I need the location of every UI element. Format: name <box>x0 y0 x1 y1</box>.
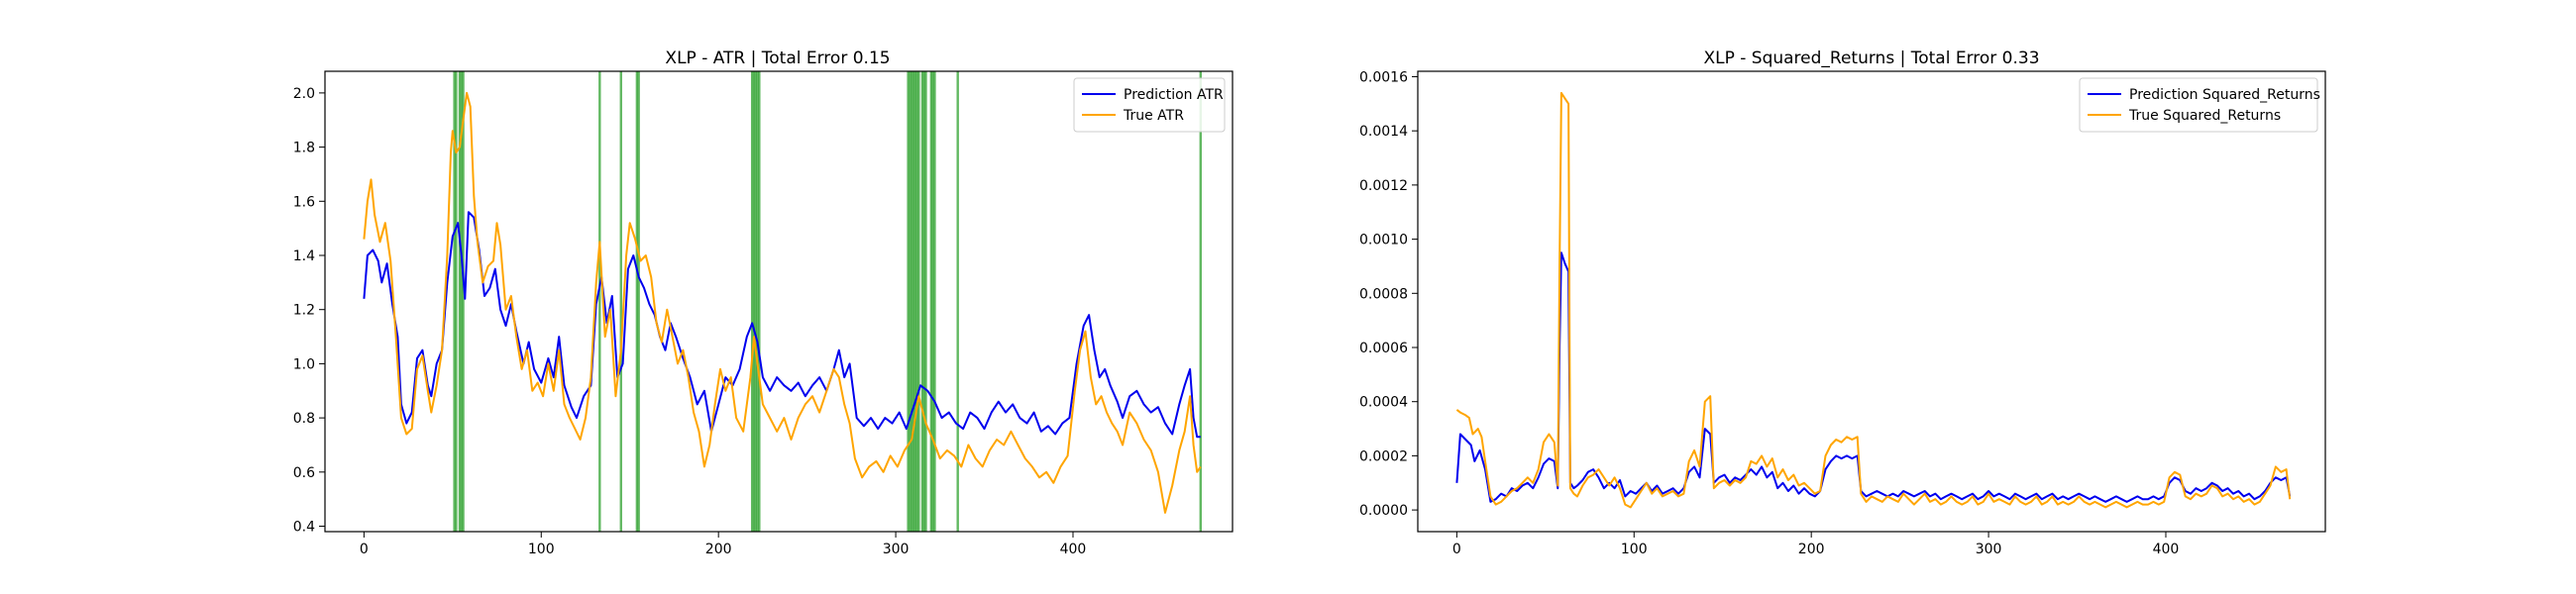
y-tick-label: 1.8 <box>293 141 315 156</box>
legend: Prediction Squared_Returns True Squared_R… <box>2079 77 2320 133</box>
y-tick-label: 0.0008 <box>1359 286 1408 302</box>
x-tick-label: 100 <box>1621 542 1648 557</box>
x-tick-label: 400 <box>1060 542 1087 557</box>
chart-title: XLP - Squared_Returns | Total Error 0.33 <box>1703 49 2039 68</box>
legend-label: Prediction Squared_Returns <box>2129 87 2320 103</box>
legend-label: True Squared_Returns <box>2128 108 2281 124</box>
squared-returns-chart: XLP - Squared_Returns | Total Error 0.33… <box>1359 49 2326 557</box>
legend-label: Prediction ATR <box>1124 87 1224 103</box>
legend-box <box>1073 77 1226 133</box>
legend: Prediction ATR True ATR <box>1073 77 1226 133</box>
y-tick-label: 2.0 <box>293 86 315 102</box>
y-tick-label: 0.0016 <box>1359 69 1408 85</box>
y-tick-label: 1.0 <box>293 356 315 372</box>
x-tick-label: 200 <box>705 542 732 557</box>
y-tick-label: 1.2 <box>293 303 315 319</box>
x-tick-label: 300 <box>883 542 910 557</box>
x-tick-label: 100 <box>528 542 555 557</box>
y-tick-label: 1.6 <box>293 194 315 210</box>
x-tick-label: 300 <box>1976 542 2002 557</box>
series-line-true <box>1455 91 2292 509</box>
y-tick-label: 0.0002 <box>1359 448 1408 464</box>
y-tick-label: 0.0006 <box>1359 341 1408 356</box>
series-line-prediction <box>363 211 1201 439</box>
series-line-true <box>363 91 1202 514</box>
x-tick-label: 400 <box>2153 542 2180 557</box>
x-tick-label: 0 <box>360 542 369 557</box>
y-tick-label: 0.8 <box>293 411 315 427</box>
plot-frame <box>324 70 1234 533</box>
y-tick-label: 0.0012 <box>1359 178 1408 194</box>
plot-frame <box>1417 70 2326 533</box>
y-tick-label: 0.0004 <box>1359 395 1408 411</box>
x-tick-label: 0 <box>1452 542 1461 557</box>
y-tick-label: 0.0010 <box>1359 233 1408 248</box>
highlight-lines <box>453 71 1202 532</box>
y-tick-label: 1.4 <box>293 248 315 264</box>
atr-chart: XLP - ATR | Total Error 0.15 0 100 200 300 4… <box>293 49 1234 557</box>
y-tick-label: 0.0000 <box>1359 503 1408 519</box>
chart-title: XLP - ATR | Total Error 0.15 <box>665 49 890 68</box>
legend-box <box>2079 77 2318 133</box>
y-tick-label: 0.6 <box>293 465 315 481</box>
legend-label: True ATR <box>1123 108 1184 124</box>
y-tick-label: 0.4 <box>293 520 315 536</box>
y-tick-label: 0.0014 <box>1359 124 1408 140</box>
x-tick-label: 200 <box>1798 542 1825 557</box>
